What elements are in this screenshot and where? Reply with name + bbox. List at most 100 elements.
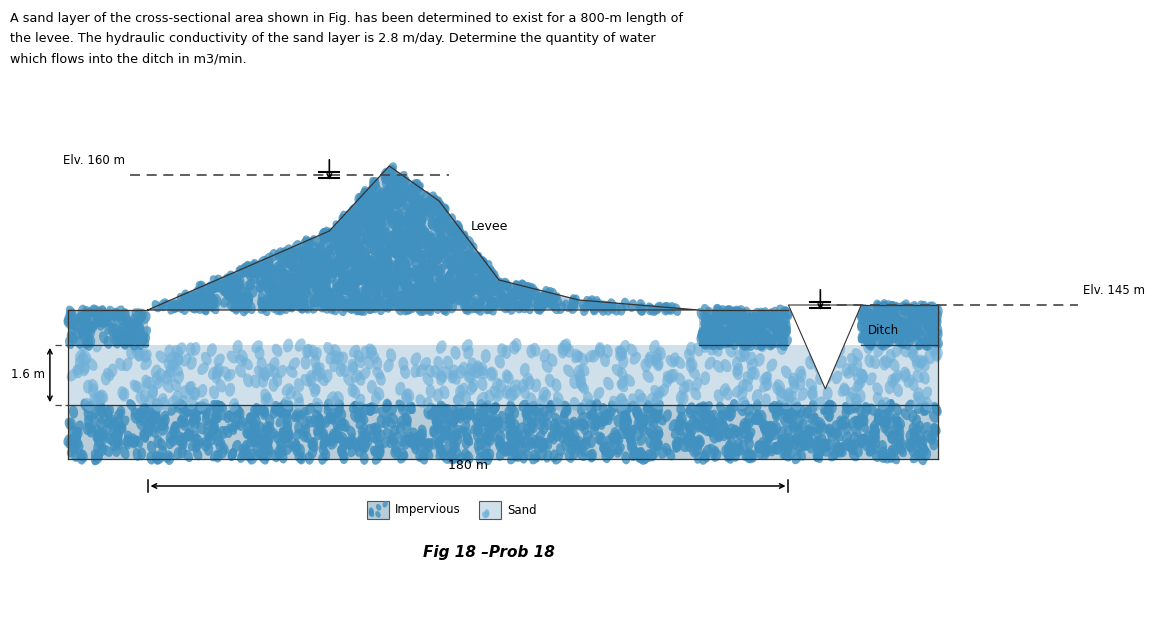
- Ellipse shape: [440, 212, 451, 224]
- Ellipse shape: [396, 232, 406, 245]
- Ellipse shape: [366, 424, 376, 435]
- Ellipse shape: [73, 438, 84, 450]
- Ellipse shape: [596, 417, 605, 430]
- Ellipse shape: [330, 302, 339, 315]
- Ellipse shape: [270, 365, 280, 379]
- Ellipse shape: [595, 342, 605, 356]
- Ellipse shape: [259, 444, 270, 456]
- Ellipse shape: [77, 449, 86, 461]
- Ellipse shape: [510, 288, 519, 301]
- Ellipse shape: [69, 425, 78, 438]
- Ellipse shape: [716, 327, 726, 338]
- Ellipse shape: [414, 209, 423, 222]
- Ellipse shape: [426, 256, 436, 270]
- Ellipse shape: [451, 261, 460, 274]
- Ellipse shape: [311, 362, 322, 376]
- Ellipse shape: [449, 225, 459, 237]
- Ellipse shape: [346, 243, 356, 256]
- Ellipse shape: [768, 442, 779, 454]
- Ellipse shape: [861, 404, 870, 417]
- Ellipse shape: [442, 419, 451, 432]
- Ellipse shape: [366, 197, 375, 210]
- Ellipse shape: [569, 417, 579, 430]
- Ellipse shape: [407, 291, 416, 303]
- Ellipse shape: [386, 348, 396, 362]
- Ellipse shape: [379, 266, 388, 279]
- Ellipse shape: [229, 288, 238, 300]
- Ellipse shape: [746, 450, 755, 463]
- Ellipse shape: [715, 315, 725, 327]
- Ellipse shape: [337, 283, 347, 295]
- Ellipse shape: [468, 256, 478, 268]
- Ellipse shape: [316, 242, 324, 255]
- Ellipse shape: [251, 259, 260, 271]
- Ellipse shape: [223, 288, 232, 301]
- Ellipse shape: [435, 441, 445, 453]
- Ellipse shape: [437, 404, 445, 417]
- Ellipse shape: [931, 314, 941, 326]
- Ellipse shape: [653, 439, 662, 451]
- Ellipse shape: [826, 424, 835, 436]
- Ellipse shape: [456, 243, 465, 255]
- Ellipse shape: [374, 387, 385, 401]
- Ellipse shape: [643, 370, 654, 383]
- Ellipse shape: [705, 307, 716, 319]
- Ellipse shape: [919, 371, 930, 384]
- Ellipse shape: [446, 291, 456, 303]
- Ellipse shape: [397, 269, 407, 282]
- Ellipse shape: [170, 422, 179, 435]
- Ellipse shape: [548, 288, 558, 301]
- Ellipse shape: [651, 446, 659, 459]
- Ellipse shape: [734, 309, 744, 321]
- Ellipse shape: [772, 442, 781, 455]
- Ellipse shape: [417, 261, 426, 274]
- Ellipse shape: [268, 378, 279, 392]
- Ellipse shape: [738, 330, 748, 343]
- Ellipse shape: [703, 338, 713, 350]
- Ellipse shape: [634, 452, 645, 463]
- Ellipse shape: [350, 255, 360, 267]
- Ellipse shape: [454, 224, 465, 237]
- Ellipse shape: [888, 374, 897, 388]
- Ellipse shape: [496, 438, 505, 450]
- Ellipse shape: [887, 301, 896, 314]
- Ellipse shape: [408, 436, 416, 449]
- Ellipse shape: [713, 428, 724, 441]
- Ellipse shape: [301, 356, 310, 369]
- Ellipse shape: [366, 214, 376, 227]
- Ellipse shape: [264, 286, 274, 298]
- Ellipse shape: [930, 335, 939, 348]
- Ellipse shape: [278, 268, 287, 281]
- Ellipse shape: [265, 257, 274, 270]
- Ellipse shape: [740, 427, 748, 440]
- Ellipse shape: [479, 288, 488, 301]
- Ellipse shape: [504, 292, 514, 305]
- Ellipse shape: [288, 258, 297, 271]
- Ellipse shape: [388, 217, 397, 230]
- Ellipse shape: [352, 216, 361, 229]
- Ellipse shape: [314, 282, 323, 294]
- Ellipse shape: [867, 329, 876, 342]
- Ellipse shape: [504, 442, 514, 455]
- Ellipse shape: [772, 420, 781, 432]
- Ellipse shape: [409, 300, 417, 313]
- Ellipse shape: [84, 409, 94, 421]
- Ellipse shape: [343, 373, 354, 386]
- Ellipse shape: [73, 363, 85, 375]
- Ellipse shape: [124, 430, 134, 443]
- Ellipse shape: [453, 220, 462, 233]
- Ellipse shape: [301, 265, 310, 278]
- Ellipse shape: [643, 402, 653, 414]
- Ellipse shape: [359, 206, 368, 219]
- Ellipse shape: [490, 284, 501, 297]
- Ellipse shape: [236, 276, 245, 289]
- Ellipse shape: [466, 263, 478, 275]
- Ellipse shape: [492, 281, 502, 293]
- Ellipse shape: [617, 302, 626, 315]
- Ellipse shape: [472, 252, 481, 264]
- Ellipse shape: [744, 450, 753, 463]
- Ellipse shape: [122, 335, 132, 347]
- Ellipse shape: [112, 324, 120, 337]
- Ellipse shape: [166, 437, 175, 449]
- Ellipse shape: [91, 406, 100, 419]
